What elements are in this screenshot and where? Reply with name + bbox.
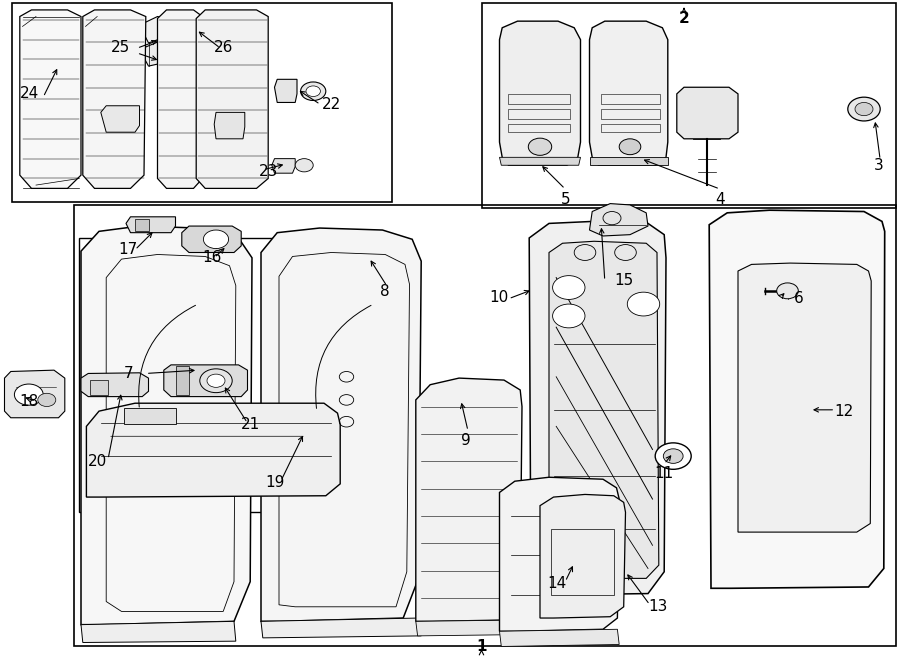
Bar: [551, 529, 614, 595]
Bar: [12, 3, 392, 202]
Polygon shape: [500, 629, 619, 646]
Polygon shape: [158, 10, 202, 188]
Polygon shape: [261, 618, 421, 638]
Bar: [508, 94, 570, 104]
Polygon shape: [549, 241, 659, 578]
Text: 10: 10: [490, 290, 508, 305]
Polygon shape: [274, 79, 297, 102]
Polygon shape: [416, 378, 522, 621]
Polygon shape: [81, 621, 236, 642]
Text: 22: 22: [322, 97, 341, 112]
Bar: [79, 238, 346, 512]
Circle shape: [38, 393, 56, 407]
Polygon shape: [590, 204, 648, 236]
Polygon shape: [529, 221, 666, 595]
Text: 19: 19: [266, 475, 285, 490]
Polygon shape: [709, 210, 885, 588]
Polygon shape: [416, 620, 522, 636]
Text: 17: 17: [119, 243, 138, 257]
Text: 16: 16: [202, 251, 222, 265]
Polygon shape: [500, 157, 580, 165]
Circle shape: [855, 102, 873, 116]
Polygon shape: [86, 403, 340, 497]
Text: 15: 15: [615, 274, 634, 288]
Polygon shape: [261, 228, 421, 621]
Polygon shape: [83, 10, 146, 188]
Polygon shape: [101, 106, 140, 132]
Bar: [508, 109, 570, 119]
Polygon shape: [500, 21, 580, 165]
Circle shape: [627, 292, 660, 316]
Bar: [508, 124, 570, 132]
Text: 26: 26: [214, 40, 234, 55]
Polygon shape: [500, 477, 619, 631]
Bar: [90, 380, 108, 395]
Polygon shape: [176, 366, 189, 395]
Text: 13: 13: [648, 600, 668, 614]
Polygon shape: [140, 41, 187, 66]
Text: 4: 4: [716, 192, 724, 207]
Polygon shape: [4, 370, 65, 418]
Polygon shape: [81, 373, 148, 397]
Circle shape: [553, 276, 585, 299]
Circle shape: [306, 86, 320, 97]
Polygon shape: [164, 365, 248, 397]
Circle shape: [655, 443, 691, 469]
Bar: [74, 205, 896, 646]
Circle shape: [663, 449, 683, 463]
Text: 12: 12: [834, 404, 854, 418]
Polygon shape: [124, 408, 176, 424]
Circle shape: [553, 304, 585, 328]
Text: 8: 8: [381, 284, 390, 299]
Circle shape: [301, 82, 326, 100]
Polygon shape: [590, 157, 668, 165]
Polygon shape: [182, 226, 241, 253]
Text: 14: 14: [548, 576, 567, 590]
Polygon shape: [272, 159, 295, 173]
Polygon shape: [20, 10, 81, 188]
Text: 24: 24: [20, 87, 39, 101]
Text: 18: 18: [20, 394, 39, 408]
Text: 20: 20: [88, 454, 107, 469]
Bar: [482, 3, 896, 208]
Circle shape: [207, 374, 225, 387]
Circle shape: [200, 369, 232, 393]
Polygon shape: [590, 21, 668, 165]
Circle shape: [203, 230, 229, 249]
Polygon shape: [196, 10, 268, 188]
Circle shape: [619, 139, 641, 155]
Polygon shape: [81, 226, 252, 625]
Text: 7: 7: [124, 366, 134, 381]
Text: 3: 3: [874, 158, 884, 173]
Polygon shape: [677, 87, 738, 139]
Text: 23: 23: [259, 165, 279, 179]
Bar: [601, 124, 660, 132]
Text: 2: 2: [679, 11, 689, 26]
Text: 9: 9: [462, 433, 471, 448]
Polygon shape: [140, 17, 184, 43]
Bar: [601, 94, 660, 104]
Text: 6: 6: [794, 292, 804, 306]
Polygon shape: [126, 217, 176, 233]
Circle shape: [848, 97, 880, 121]
Circle shape: [528, 138, 552, 155]
Circle shape: [777, 283, 798, 299]
Bar: [135, 219, 148, 231]
Polygon shape: [214, 112, 245, 139]
Polygon shape: [738, 263, 871, 532]
Text: 1: 1: [476, 639, 487, 654]
Text: 11: 11: [654, 466, 674, 481]
Text: 25: 25: [111, 40, 130, 55]
Circle shape: [14, 384, 43, 405]
Text: 5: 5: [561, 192, 570, 207]
Text: 21: 21: [241, 417, 260, 432]
Bar: [601, 109, 660, 119]
Polygon shape: [540, 494, 626, 618]
Circle shape: [295, 159, 313, 172]
